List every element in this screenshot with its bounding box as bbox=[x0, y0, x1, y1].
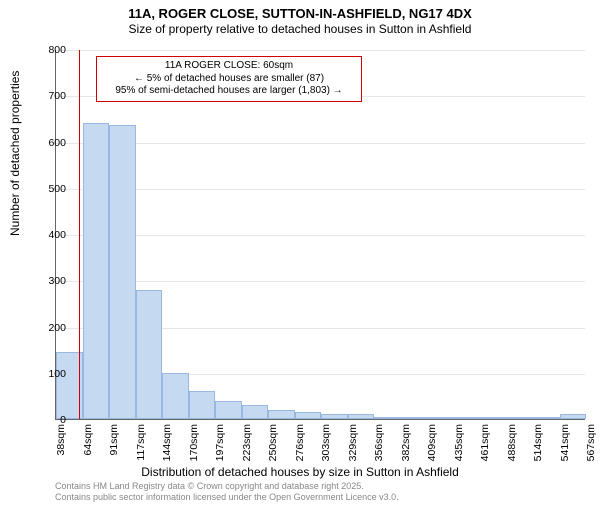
property-marker-line bbox=[79, 50, 81, 419]
annotation-line1: 11A ROGER CLOSE: 60sqm bbox=[103, 60, 355, 73]
x-tick-label: 461sqm bbox=[479, 424, 491, 464]
y-tick-label: 700 bbox=[34, 90, 66, 102]
histogram-bar bbox=[136, 290, 163, 420]
histogram-bar bbox=[189, 391, 216, 419]
y-tick-label: 100 bbox=[34, 368, 66, 380]
chart-title-sub: Size of property relative to detached ho… bbox=[0, 22, 600, 36]
x-tick-label: 356sqm bbox=[373, 424, 385, 464]
annotation-line2: ← 5% of detached houses are smaller (87) bbox=[103, 73, 355, 86]
x-tick-label: 223sqm bbox=[241, 424, 253, 464]
x-tick-label: 382sqm bbox=[400, 424, 412, 464]
gridline bbox=[56, 50, 585, 51]
histogram-bar bbox=[480, 417, 507, 419]
x-tick-label: 144sqm bbox=[161, 424, 173, 464]
histogram-bar bbox=[427, 417, 454, 419]
histogram-bar bbox=[295, 412, 322, 419]
x-tick-label: 488sqm bbox=[506, 424, 518, 464]
y-tick-label: 500 bbox=[34, 183, 66, 195]
y-tick-label: 300 bbox=[34, 275, 66, 287]
x-tick-label: 91sqm bbox=[108, 424, 120, 464]
histogram-bar bbox=[162, 373, 189, 419]
histogram-bar bbox=[533, 417, 560, 419]
x-tick-label: 329sqm bbox=[347, 424, 359, 464]
y-tick-label: 200 bbox=[34, 322, 66, 334]
histogram-bar bbox=[560, 414, 587, 419]
y-tick-label: 400 bbox=[34, 229, 66, 241]
chart-title-main: 11A, ROGER CLOSE, SUTTON-IN-ASHFIELD, NG… bbox=[0, 6, 600, 21]
x-tick-label: 435sqm bbox=[453, 424, 465, 464]
y-tick-label: 600 bbox=[34, 137, 66, 149]
histogram-bar bbox=[374, 417, 401, 419]
histogram-bar bbox=[109, 125, 136, 419]
x-tick-label: 38sqm bbox=[55, 424, 67, 464]
histogram-bar bbox=[83, 123, 110, 419]
x-tick-label: 567sqm bbox=[585, 424, 597, 464]
x-tick-label: 514sqm bbox=[532, 424, 544, 464]
histogram-bar bbox=[242, 405, 269, 419]
annotation-line3: 95% of semi-detached houses are larger (… bbox=[103, 85, 355, 98]
y-tick-label: 800 bbox=[34, 44, 66, 56]
x-tick-label: 409sqm bbox=[426, 424, 438, 464]
histogram-bar bbox=[321, 414, 348, 419]
plot-area bbox=[55, 50, 585, 420]
footer-line1: Contains HM Land Registry data © Crown c… bbox=[55, 481, 399, 492]
y-axis-label: Number of detached properties bbox=[8, 71, 22, 236]
x-axis-label: Distribution of detached houses by size … bbox=[0, 465, 600, 479]
x-tick-label: 276sqm bbox=[294, 424, 306, 464]
histogram-bar bbox=[268, 410, 295, 419]
x-tick-label: 64sqm bbox=[82, 424, 94, 464]
annotation-box: 11A ROGER CLOSE: 60sqm ← 5% of detached … bbox=[96, 56, 362, 102]
histogram-bar bbox=[215, 401, 242, 420]
histogram-bar bbox=[348, 414, 375, 419]
x-tick-label: 303sqm bbox=[320, 424, 332, 464]
x-tick-label: 541sqm bbox=[559, 424, 571, 464]
x-tick-label: 250sqm bbox=[267, 424, 279, 464]
histogram-bar bbox=[454, 417, 481, 419]
x-tick-label: 197sqm bbox=[214, 424, 226, 464]
x-tick-label: 117sqm bbox=[135, 424, 147, 464]
histogram-bar bbox=[507, 417, 534, 419]
x-tick-label: 170sqm bbox=[188, 424, 200, 464]
footer-line2: Contains public sector information licen… bbox=[55, 492, 399, 503]
histogram-bar bbox=[401, 417, 428, 419]
